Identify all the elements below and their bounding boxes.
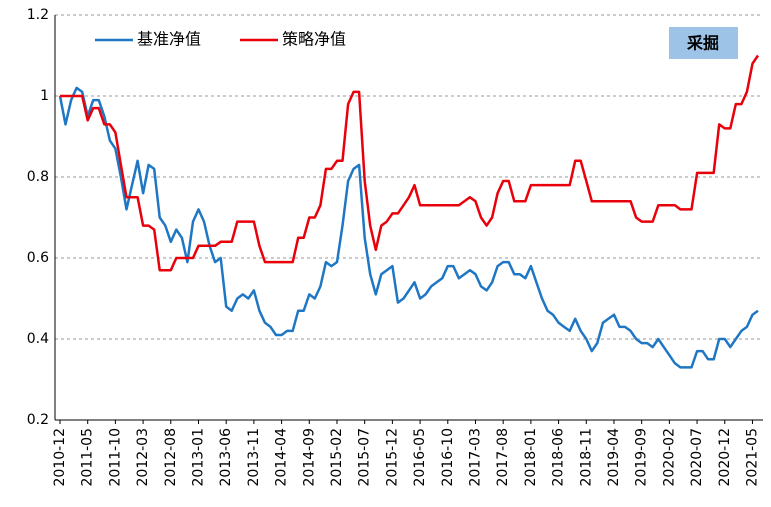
series-line: [60, 54, 760, 272]
y-tick-label: 1: [40, 88, 49, 104]
x-tick-label: 2020-02: [661, 428, 677, 487]
annotation: 采掘: [686, 34, 719, 53]
x-tick-label: 2017-08: [495, 428, 511, 487]
x-tick-label: 2018-01: [523, 428, 539, 487]
x-tick-label: 2018-11: [578, 428, 594, 487]
legend-label: 策略净值: [282, 30, 346, 49]
x-tick-label: 2014-04: [274, 428, 290, 487]
x-tick-label: 2014-09: [301, 428, 317, 487]
x-tick-label: 2015-02: [329, 428, 345, 487]
x-tick-label: 2010-12: [52, 428, 68, 487]
x-tick-label: 2016-05: [412, 428, 428, 487]
x-tick-label: 2012-03: [135, 428, 151, 487]
x-tick-label: 2013-11: [246, 428, 262, 487]
x-tick-label: 2020-12: [717, 428, 733, 487]
x-tick-label: 2021-05: [744, 428, 760, 487]
annotation-box: [669, 27, 738, 59]
y-tick-label: 0.4: [27, 331, 49, 347]
x-tick-label: 2013-01: [190, 428, 206, 487]
x-tick-label: 2012-08: [163, 428, 179, 487]
x-tick-label: 2019-09: [634, 428, 650, 487]
x-tick-label: 2015-07: [357, 428, 373, 487]
y-tick-label: 0.6: [27, 250, 49, 266]
series-line: [58, 86, 759, 369]
y-tick-label: 0.8: [27, 169, 49, 185]
x-tick-label: 2017-03: [467, 428, 483, 487]
x-tick-label: 2011-05: [80, 428, 96, 487]
x-tick-label: 2018-06: [551, 428, 567, 487]
x-tick-label: 2016-10: [440, 428, 456, 487]
legend-label: 基准净值: [137, 30, 201, 49]
y-tick-label: 0.2: [27, 412, 49, 428]
x-tick-label: 2019-04: [606, 428, 622, 487]
x-tick-label: 2020-07: [689, 428, 705, 487]
x-tick-label: 2011-10: [107, 428, 123, 487]
y-tick-label: 1.2: [27, 7, 49, 23]
x-tick-label: 2015-12: [384, 428, 400, 487]
x-tick-label: 2013-06: [218, 428, 234, 487]
